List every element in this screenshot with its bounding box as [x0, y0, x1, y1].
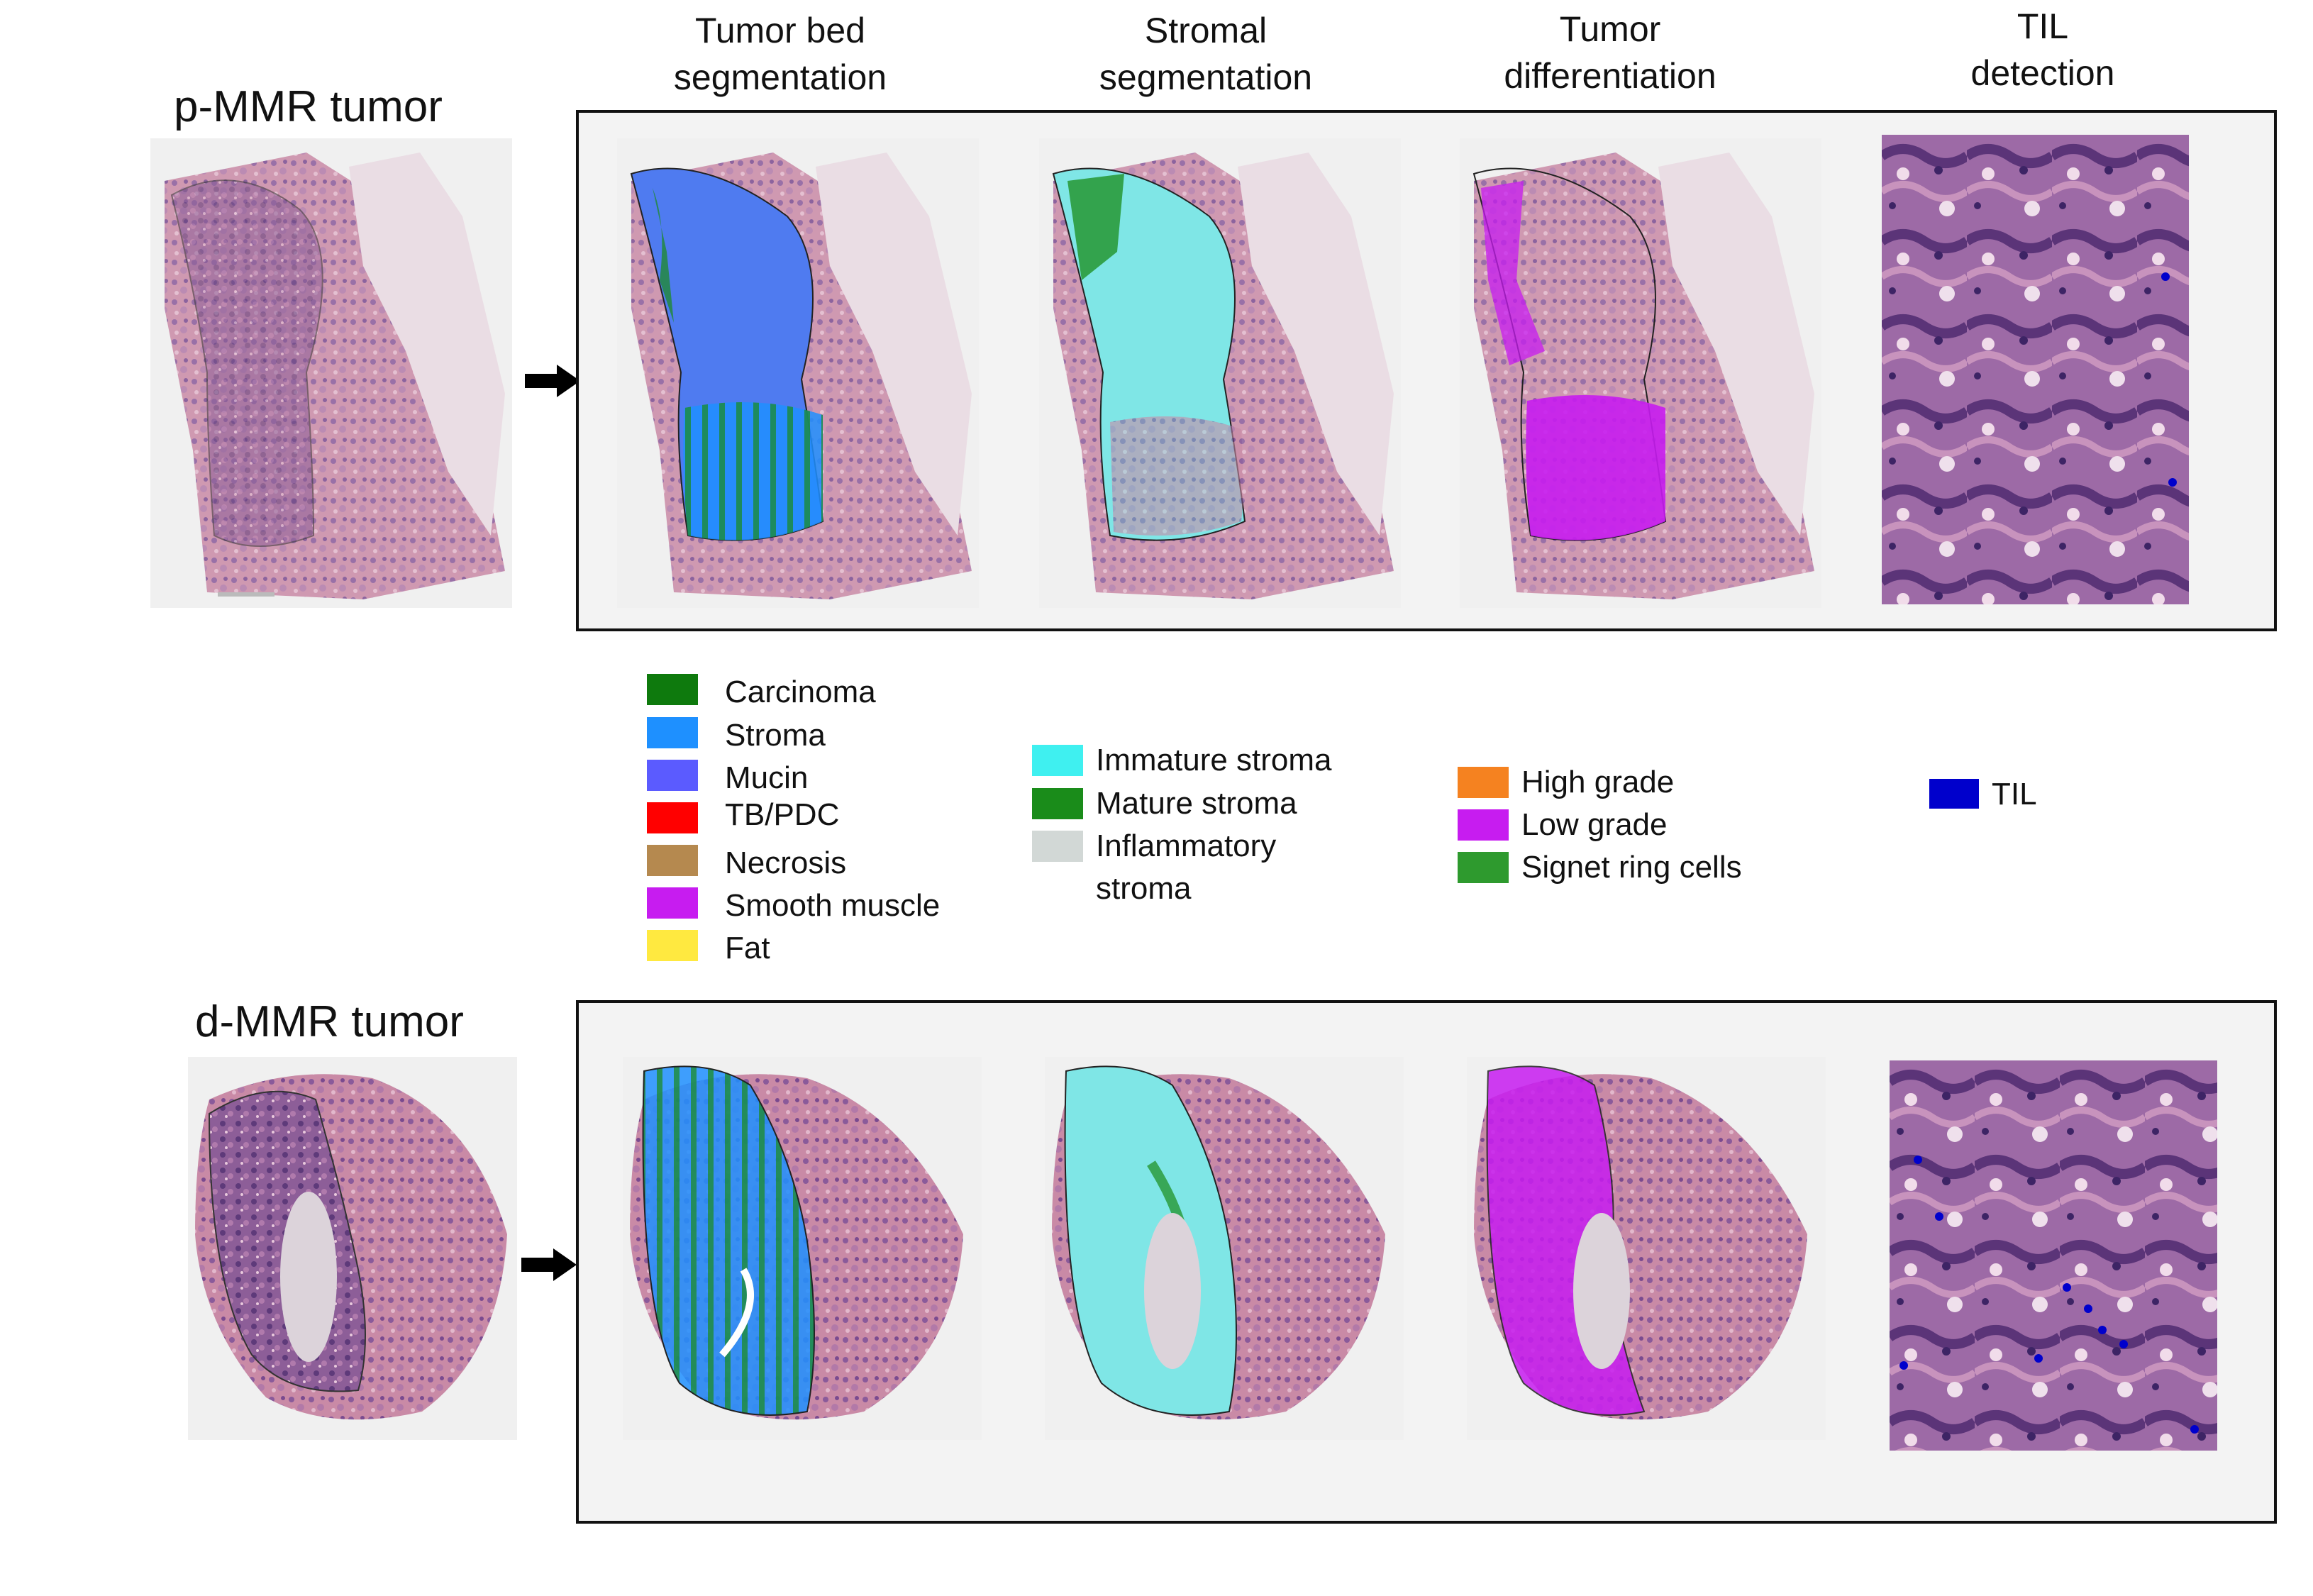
legend-high-grade: High grade: [1458, 765, 1674, 804]
dmmr-tumor-bed-segmentation: [623, 1057, 982, 1440]
legend-immature-stroma: Immature stroma: [1032, 743, 1332, 782]
legend-carcinoma: Carcinoma: [647, 674, 876, 714]
legend-label: Inflammatory stroma: [1096, 825, 1276, 910]
legend-swatch: [1458, 809, 1509, 841]
row-label-pmmr: p-MMR tumor: [174, 82, 443, 131]
legend-necrosis: Necrosis: [647, 845, 846, 885]
legend-label-line1: Inflammatory: [1096, 829, 1277, 863]
header-line2: segmentation: [1099, 57, 1313, 97]
pmmr-tumor-bed-segmentation: [617, 138, 979, 608]
legend-tb-pdc: TB/PDC: [647, 797, 839, 836]
legend-label: Immature stroma: [1096, 743, 1332, 777]
legend-swatch: [1032, 788, 1083, 819]
legend-swatch: [647, 717, 698, 748]
legend-smooth-muscle: Smooth muscle: [647, 887, 940, 927]
column-header-tumor-bed: Tumor bed segmentation: [624, 7, 936, 101]
legend-stroma: Stroma: [647, 717, 826, 757]
legend-mucin: Mucin: [647, 760, 808, 799]
column-header-stromal: Stromal segmentation: [1050, 7, 1362, 101]
legend-swatch: [647, 930, 698, 961]
pmmr-til-detection: [1882, 135, 2189, 604]
legend-label: Fat: [725, 931, 770, 965]
header-line2: detection: [1970, 53, 2115, 93]
arrow-right-icon: [525, 365, 580, 397]
legend-swatch: [1032, 831, 1083, 862]
legend-signet-ring-cells: Signet ring cells: [1458, 850, 1742, 889]
legend-swatch: [647, 760, 698, 791]
column-header-til: TIL detection: [1887, 3, 2199, 96]
dmmr-til-detection: [1890, 1060, 2217, 1451]
legend-swatch: [647, 887, 698, 919]
legend-label: Signet ring cells: [1521, 850, 1742, 885]
column-header-differentiation: Tumor differentiation: [1454, 6, 1766, 99]
arrow-right-icon: [521, 1248, 577, 1281]
header-line2: segmentation: [673, 57, 887, 97]
legend-swatch: [1032, 745, 1083, 776]
legend-til: TIL: [1929, 777, 2037, 816]
pmmr-stromal-segmentation: [1039, 138, 1401, 608]
legend-swatch: [1458, 852, 1509, 883]
legend-swatch: [1929, 779, 1979, 809]
row-label-dmmr: d-MMR tumor: [195, 997, 464, 1046]
dmmr-tumor-differentiation: [1467, 1057, 1826, 1440]
dmmr-stromal-segmentation: [1045, 1057, 1404, 1440]
legend-label: Carcinoma: [725, 675, 876, 709]
legend-swatch: [1458, 767, 1509, 798]
legend-fat: Fat: [647, 930, 770, 970]
legend-mature-stroma: Mature stroma: [1032, 786, 1297, 825]
legend-label-line2: stroma: [1096, 871, 1192, 906]
header-line1: Stromal: [1144, 11, 1268, 50]
legend-label: TIL: [1992, 777, 2037, 811]
legend-low-grade: Low grade: [1458, 807, 1667, 846]
dmmr-original-slide: [188, 1057, 517, 1440]
legend-inflammatory-stroma: Inflammatory stroma: [1032, 829, 1276, 910]
pmmr-tumor-differentiation: [1460, 138, 1821, 608]
header-line1: TIL: [2017, 6, 2069, 46]
legend-swatch: [647, 674, 698, 705]
legend-label: Necrosis: [725, 846, 847, 880]
header-line2: differentiation: [1504, 56, 1716, 96]
header-line1: Tumor bed: [695, 11, 865, 50]
legend-label: Smooth muscle: [725, 888, 941, 923]
legend-swatch: [647, 845, 698, 876]
legend-swatch: [647, 802, 698, 833]
legend-label: TB/PDC: [725, 797, 840, 832]
legend-label: Mature stroma: [1096, 786, 1297, 821]
header-line1: Tumor: [1559, 9, 1661, 49]
legend-label: High grade: [1521, 765, 1675, 799]
legend-label: Mucin: [725, 760, 809, 795]
pmmr-original-slide: [150, 138, 512, 608]
legend-label: Stroma: [725, 718, 826, 753]
legend-label: Low grade: [1521, 807, 1668, 842]
